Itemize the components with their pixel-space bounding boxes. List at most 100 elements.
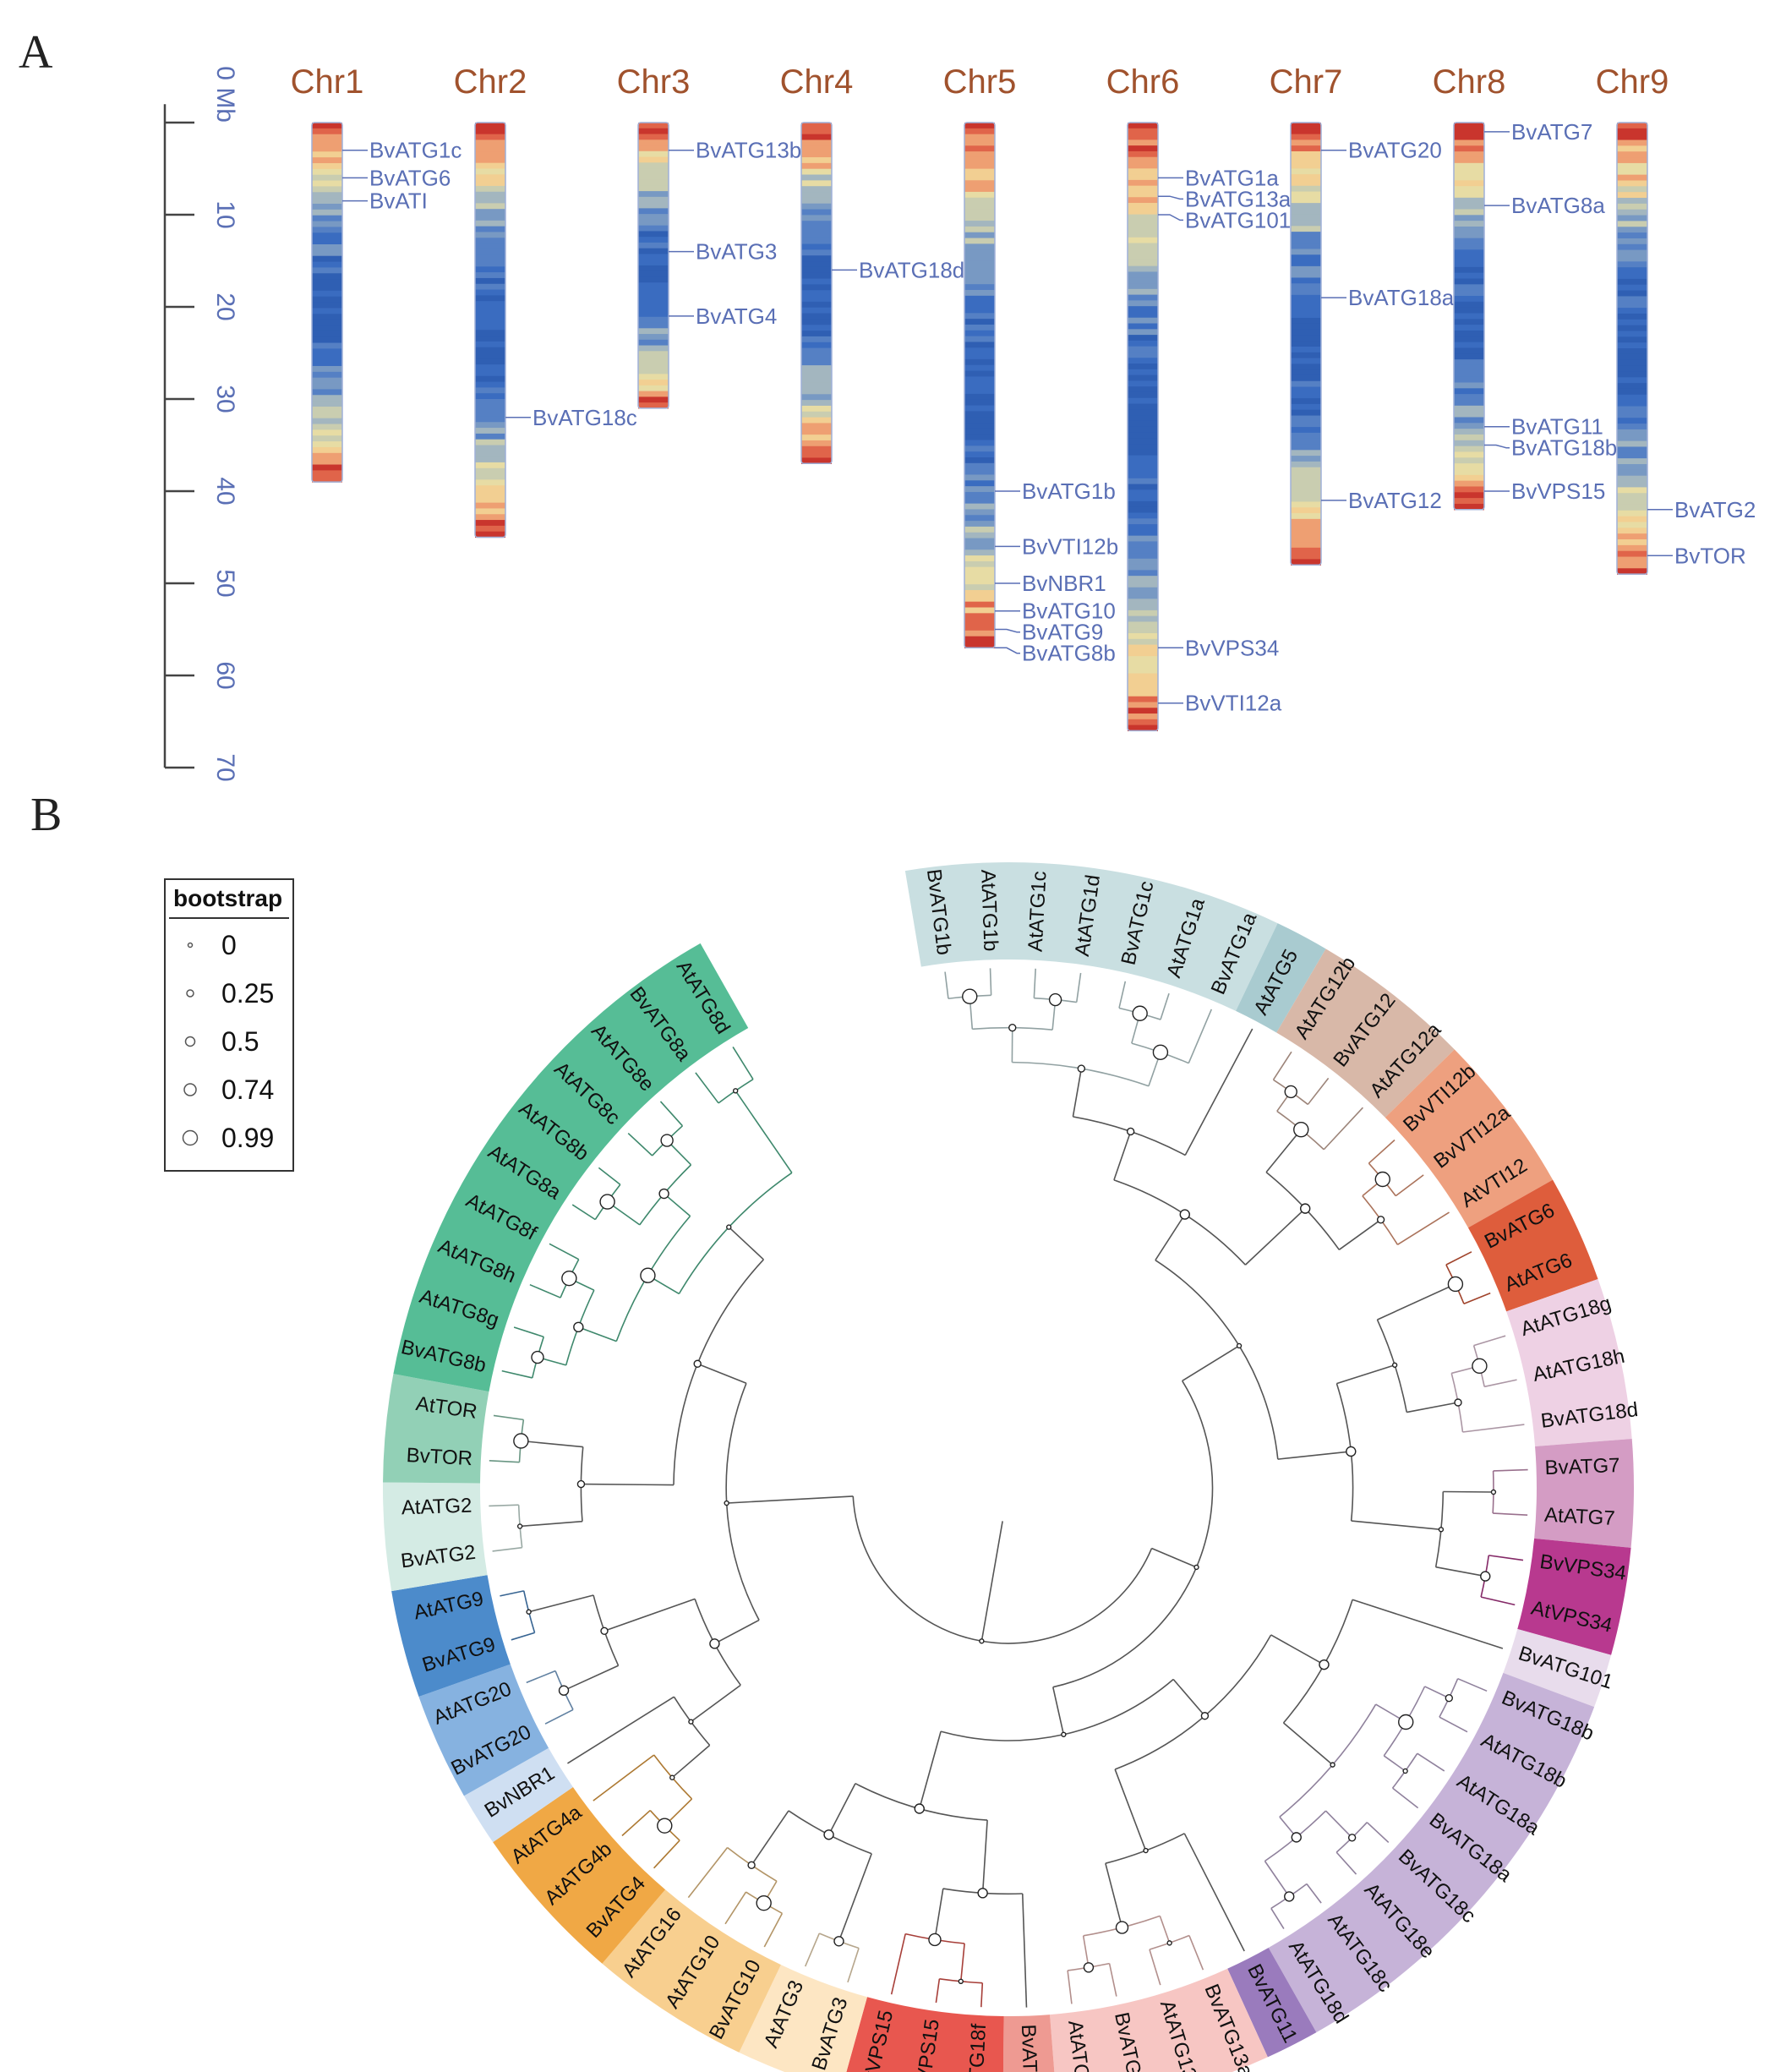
density-band bbox=[1128, 311, 1158, 319]
density-band bbox=[1291, 300, 1321, 308]
legend-box bbox=[164, 878, 294, 1172]
density-band bbox=[312, 424, 342, 430]
density-band bbox=[1617, 383, 1647, 390]
density-band bbox=[1128, 174, 1158, 181]
density-band bbox=[638, 287, 669, 295]
density-band bbox=[1617, 463, 1647, 471]
density-band bbox=[475, 295, 505, 302]
density-band bbox=[964, 168, 995, 176]
branch-line bbox=[1114, 1769, 1147, 1851]
bootstrap-node bbox=[756, 1894, 772, 1911]
branch-line bbox=[563, 1665, 619, 1692]
density-band bbox=[1617, 522, 1647, 528]
branch-line bbox=[501, 1369, 533, 1379]
density-band bbox=[475, 123, 505, 129]
density-band bbox=[638, 214, 669, 221]
density-band bbox=[801, 284, 832, 291]
density-band bbox=[801, 423, 832, 429]
density-band bbox=[1454, 353, 1484, 360]
density-band bbox=[1617, 255, 1647, 262]
density-band bbox=[475, 508, 505, 515]
density-band bbox=[475, 238, 505, 244]
leaf-label: BvATG7 bbox=[1544, 1454, 1620, 1479]
density-band bbox=[1617, 198, 1647, 205]
density-band bbox=[475, 381, 505, 388]
density-band bbox=[1128, 604, 1158, 611]
gene-marker-line bbox=[995, 647, 1020, 654]
bootstrap-legend: bootstrap 0 0.25 0.5 0.74 0.99 bbox=[164, 878, 294, 1172]
density-band bbox=[1617, 406, 1647, 413]
branch-line bbox=[751, 1810, 789, 1866]
branch-line bbox=[1377, 1283, 1456, 1320]
density-band bbox=[964, 549, 995, 556]
density-band bbox=[638, 374, 669, 380]
branch-line bbox=[571, 1204, 596, 1221]
density-band bbox=[1454, 498, 1484, 505]
density-band bbox=[1454, 174, 1484, 181]
branch-line bbox=[935, 1978, 941, 2004]
density-band bbox=[964, 624, 995, 631]
density-band bbox=[1617, 221, 1647, 227]
density-band bbox=[1291, 203, 1321, 210]
branch-line bbox=[604, 1598, 696, 1632]
panel-label-b: B bbox=[30, 789, 62, 841]
branch-line bbox=[735, 1090, 793, 1173]
density-band bbox=[638, 225, 669, 232]
density-band bbox=[1128, 364, 1158, 370]
mb-axis: 0 Mb 10 20 30 40 50 60 70 bbox=[163, 66, 239, 782]
density-band bbox=[1454, 411, 1484, 418]
density-band bbox=[1454, 376, 1484, 384]
bootstrap-node bbox=[962, 988, 978, 1004]
density-band bbox=[801, 203, 832, 210]
density-band bbox=[801, 151, 832, 158]
density-band bbox=[638, 380, 669, 386]
leaf-label: AtATG1b bbox=[976, 869, 1002, 952]
branch-arc bbox=[1052, 1380, 1214, 1688]
density-band bbox=[801, 440, 832, 447]
density-band bbox=[638, 316, 669, 324]
branch-line bbox=[1183, 1833, 1245, 1952]
density-band bbox=[801, 128, 832, 135]
density-band bbox=[1128, 300, 1158, 307]
density-band bbox=[801, 123, 832, 129]
branch-line bbox=[763, 1912, 784, 1948]
density-band bbox=[1128, 134, 1158, 140]
density-band bbox=[1291, 536, 1321, 543]
bootstrap-node bbox=[1454, 1398, 1462, 1407]
density-band bbox=[475, 467, 505, 475]
chromosome-chr5: Chr5 BvATG1b BvVTI12b BvNBR1 BvATG10BvATG9Bv… bbox=[943, 63, 1119, 666]
bootstrap-node bbox=[1490, 1489, 1497, 1495]
density-band bbox=[475, 145, 505, 152]
density-band bbox=[964, 613, 995, 620]
density-band bbox=[1617, 377, 1647, 384]
density-band bbox=[964, 601, 995, 609]
density-band bbox=[1128, 638, 1158, 646]
density-band bbox=[638, 362, 669, 369]
density-band bbox=[1454, 128, 1484, 135]
density-band bbox=[1617, 359, 1647, 367]
branch-line bbox=[1406, 1402, 1459, 1413]
branch-line bbox=[1172, 1678, 1206, 1717]
density-band bbox=[1454, 446, 1484, 453]
density-band bbox=[638, 396, 669, 403]
chromosome-title: Chr2 bbox=[454, 63, 527, 101]
density-band bbox=[475, 243, 505, 250]
density-band bbox=[801, 359, 832, 366]
branch-line bbox=[847, 1948, 860, 1983]
density-band bbox=[1454, 238, 1484, 245]
density-band bbox=[1454, 249, 1484, 256]
density-band bbox=[801, 296, 832, 303]
gene-label: BvATG20 bbox=[1348, 138, 1442, 163]
density-band bbox=[1617, 203, 1647, 210]
chromosome-outline bbox=[474, 122, 506, 539]
density-band bbox=[1128, 249, 1158, 255]
density-band bbox=[1128, 231, 1158, 238]
bootstrap-node bbox=[660, 1134, 674, 1147]
density-band bbox=[1291, 409, 1321, 417]
density-band bbox=[1617, 215, 1647, 222]
branch-line bbox=[934, 1888, 944, 1940]
density-band bbox=[475, 151, 505, 158]
density-band bbox=[1454, 388, 1484, 395]
density-band bbox=[1291, 341, 1321, 347]
density-band bbox=[964, 353, 995, 360]
